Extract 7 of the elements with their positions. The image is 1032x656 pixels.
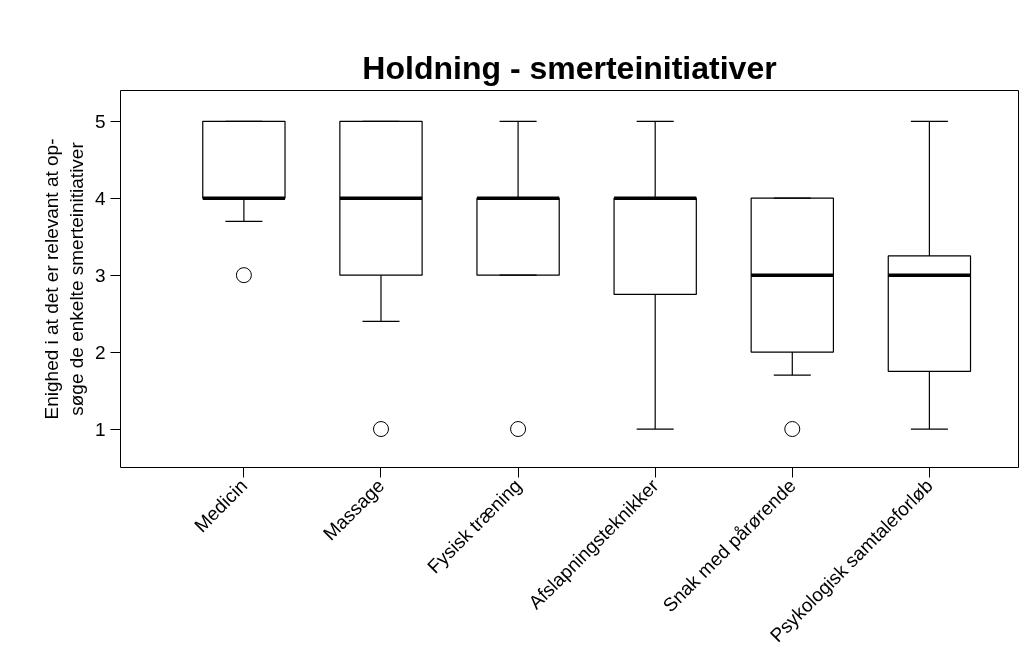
chart-title: Holdning - smerteinitiativer: [362, 49, 777, 86]
y-tick-label: 3: [94, 264, 106, 286]
y-tick-label: 1: [94, 418, 106, 440]
y-axis-title: Enighed i at det er relevant at op- søge de enkelte smerteinitiativer: [40, 138, 87, 420]
y-tick-label: 2: [94, 341, 106, 363]
y-tick-label: 5: [94, 110, 106, 132]
y-tick-label: 4: [94, 187, 106, 209]
